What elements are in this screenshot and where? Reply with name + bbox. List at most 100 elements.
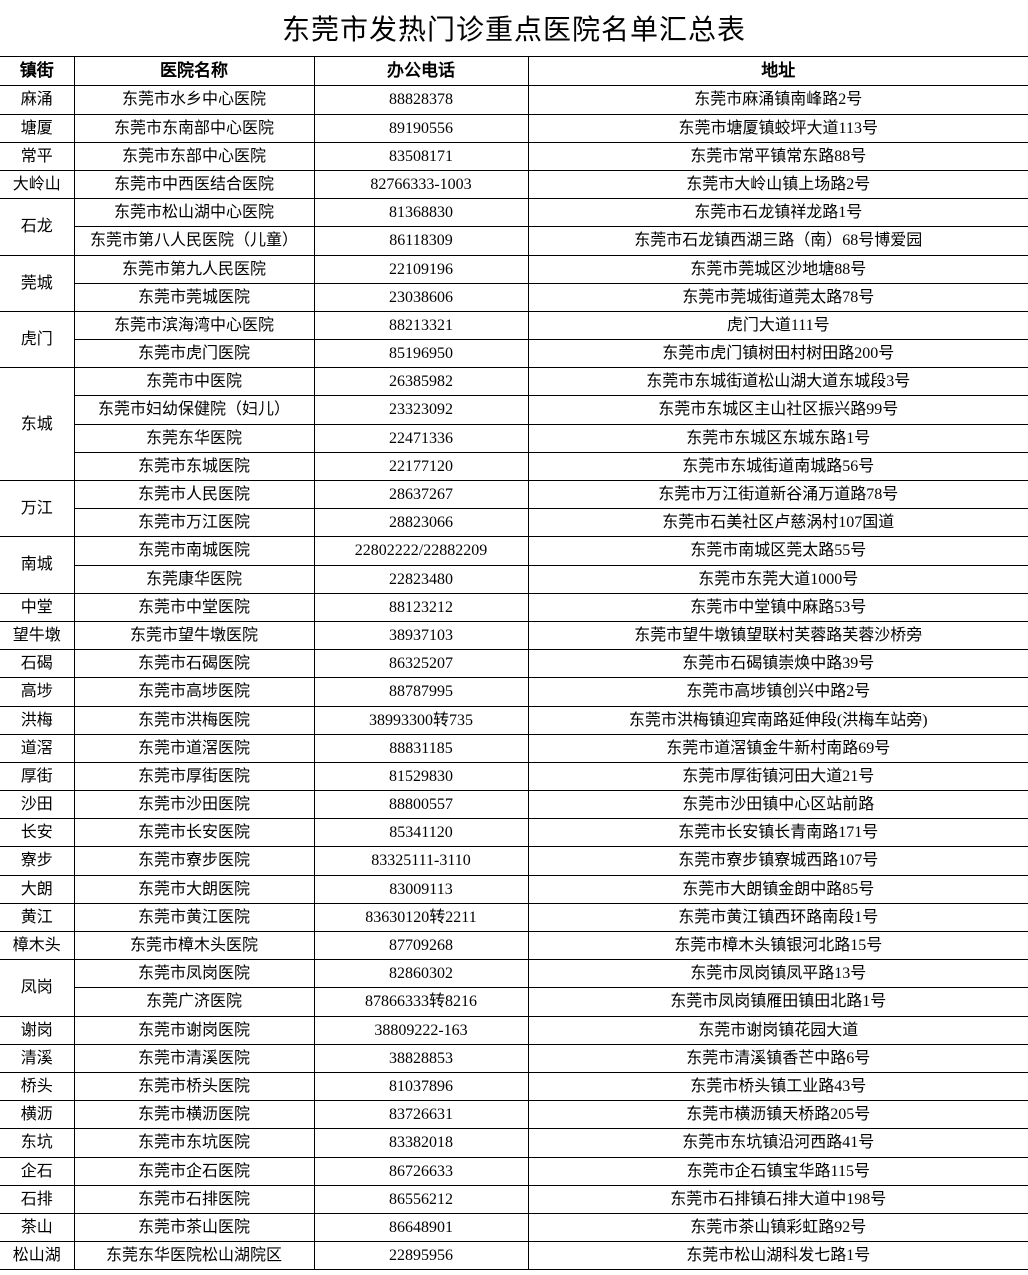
table-row: 南城东莞市南城医院22802222/22882209东莞市南城区莞太路55号 xyxy=(0,537,1028,565)
table-row: 麻涌东莞市水乡中心医院88828378东莞市麻涌镇南峰路2号 xyxy=(0,86,1028,114)
cell-phone: 28637267 xyxy=(314,481,528,509)
cell-phone: 88213321 xyxy=(314,311,528,339)
cell-hospital: 东莞市中堂医院 xyxy=(74,593,314,621)
table-row: 谢岗东莞市谢岗医院38809222-163东莞市谢岗镇花园大道 xyxy=(0,1016,1028,1044)
cell-hospital: 东莞市横沥医院 xyxy=(74,1101,314,1129)
cell-address: 东莞市东城街道松山湖大道东城段3号 xyxy=(528,368,1028,396)
cell-address: 东莞市南城区莞太路55号 xyxy=(528,537,1028,565)
cell-hospital: 东莞市东坑医院 xyxy=(74,1129,314,1157)
cell-address: 东莞市洪梅镇迎宾南路延伸段(洪梅车站旁) xyxy=(528,706,1028,734)
cell-hospital: 东莞东华医院 xyxy=(74,424,314,452)
cell-town: 长安 xyxy=(0,819,74,847)
cell-address: 东莞市石排镇石排大道中198号 xyxy=(528,1185,1028,1213)
table-row: 虎门东莞市滨海湾中心医院88213321虎门大道111号 xyxy=(0,311,1028,339)
cell-address: 东莞市常平镇常东路88号 xyxy=(528,142,1028,170)
table-row: 大岭山东莞市中西医结合医院82766333-1003东莞市大岭山镇上场路2号 xyxy=(0,170,1028,198)
cell-town: 高埗 xyxy=(0,678,74,706)
cell-phone: 86118309 xyxy=(314,227,528,255)
cell-hospital: 东莞市水乡中心医院 xyxy=(74,86,314,114)
cell-address: 东莞市黄江镇西环路南段1号 xyxy=(528,903,1028,931)
cell-phone: 38828853 xyxy=(314,1044,528,1072)
cell-phone: 86648901 xyxy=(314,1213,528,1241)
cell-town: 清溪 xyxy=(0,1044,74,1072)
cell-town: 常平 xyxy=(0,142,74,170)
cell-phone: 81529830 xyxy=(314,762,528,790)
cell-address: 东莞市万江街道新谷涌万道路78号 xyxy=(528,481,1028,509)
cell-phone: 81037896 xyxy=(314,1072,528,1100)
cell-phone: 22177120 xyxy=(314,452,528,480)
cell-address: 东莞市莞城街道莞太路78号 xyxy=(528,283,1028,311)
table-row: 石排东莞市石排医院86556212东莞市石排镇石排大道中198号 xyxy=(0,1185,1028,1213)
cell-phone: 22823480 xyxy=(314,565,528,593)
cell-hospital: 东莞东华医院松山湖院区 xyxy=(74,1242,314,1270)
cell-hospital: 东莞市石碣医院 xyxy=(74,650,314,678)
cell-phone: 85196950 xyxy=(314,340,528,368)
cell-address: 东莞市东坑镇沿河西路41号 xyxy=(528,1129,1028,1157)
cell-town: 洪梅 xyxy=(0,706,74,734)
cell-address: 东莞市谢岗镇花园大道 xyxy=(528,1016,1028,1044)
cell-hospital: 东莞市厚街医院 xyxy=(74,762,314,790)
cell-phone: 86556212 xyxy=(314,1185,528,1213)
cell-hospital: 东莞市滨海湾中心医院 xyxy=(74,311,314,339)
cell-hospital: 东莞市茶山医院 xyxy=(74,1213,314,1241)
cell-phone: 85341120 xyxy=(314,819,528,847)
table-row: 洪梅东莞市洪梅医院38993300转735东莞市洪梅镇迎宾南路延伸段(洪梅车站旁… xyxy=(0,706,1028,734)
table-row: 东莞市妇幼保健院（妇儿）23323092东莞市东城区主山社区振兴路99号 xyxy=(0,396,1028,424)
table-row: 东莞市莞城医院23038606东莞市莞城街道莞太路78号 xyxy=(0,283,1028,311)
table-row: 东莞市万江医院28823066东莞市石美社区卢慈涡村107国道 xyxy=(0,509,1028,537)
cell-hospital: 东莞市中医院 xyxy=(74,368,314,396)
cell-phone: 81368830 xyxy=(314,199,528,227)
cell-town: 凤岗 xyxy=(0,960,74,1016)
cell-town: 黄江 xyxy=(0,903,74,931)
cell-town: 东城 xyxy=(0,368,74,481)
table-row: 东莞市第八人民医院（儿童）86118309东莞市石龙镇西湖三路（南）68号博爱园 xyxy=(0,227,1028,255)
cell-hospital: 东莞市东南部中心医院 xyxy=(74,114,314,142)
table-row: 横沥东莞市横沥医院83726631东莞市横沥镇天桥路205号 xyxy=(0,1101,1028,1129)
cell-address: 东莞市石美社区卢慈涡村107国道 xyxy=(528,509,1028,537)
cell-hospital: 东莞市望牛墩医院 xyxy=(74,621,314,649)
cell-town: 南城 xyxy=(0,537,74,593)
table-row: 东莞康华医院22823480东莞市东莞大道1000号 xyxy=(0,565,1028,593)
cell-phone: 22471336 xyxy=(314,424,528,452)
cell-address: 东莞市莞城区沙地塘88号 xyxy=(528,255,1028,283)
cell-address: 东莞市望牛墩镇望联村芙蓉路芙蓉沙桥旁 xyxy=(528,621,1028,649)
cell-address: 东莞市塘厦镇蛟坪大道113号 xyxy=(528,114,1028,142)
cell-town: 虎门 xyxy=(0,311,74,367)
hospital-table: 镇街 医院名称 办公电话 地址 麻涌东莞市水乡中心医院88828378东莞市麻涌… xyxy=(0,57,1028,1270)
cell-address: 东莞市东莞大道1000号 xyxy=(528,565,1028,593)
cell-town: 沙田 xyxy=(0,791,74,819)
header-hospital: 医院名称 xyxy=(74,57,314,86)
table-row: 清溪东莞市清溪医院38828853东莞市清溪镇香芒中路6号 xyxy=(0,1044,1028,1072)
cell-address: 东莞市凤岗镇雁田镇田北路1号 xyxy=(528,988,1028,1016)
cell-phone: 82766333-1003 xyxy=(314,170,528,198)
cell-town: 中堂 xyxy=(0,593,74,621)
cell-address: 东莞市大朗镇金朗中路85号 xyxy=(528,875,1028,903)
cell-address: 东莞市东城区东城东路1号 xyxy=(528,424,1028,452)
cell-hospital: 东莞市莞城医院 xyxy=(74,283,314,311)
cell-address: 东莞市寮步镇寮城西路107号 xyxy=(528,847,1028,875)
cell-hospital: 东莞市黄江医院 xyxy=(74,903,314,931)
cell-town: 桥头 xyxy=(0,1072,74,1100)
table-header-row: 镇街 医院名称 办公电话 地址 xyxy=(0,57,1028,86)
table-row: 石碣东莞市石碣医院86325207东莞市石碣镇崇焕中路39号 xyxy=(0,650,1028,678)
cell-phone: 38809222-163 xyxy=(314,1016,528,1044)
cell-hospital: 东莞市清溪医院 xyxy=(74,1044,314,1072)
cell-address: 东莞市茶山镇彩虹路92号 xyxy=(528,1213,1028,1241)
table-row: 东城东莞市中医院26385982东莞市东城街道松山湖大道东城段3号 xyxy=(0,368,1028,396)
table-row: 东莞东华医院22471336东莞市东城区东城东路1号 xyxy=(0,424,1028,452)
cell-town: 茶山 xyxy=(0,1213,74,1241)
cell-phone: 88831185 xyxy=(314,734,528,762)
cell-address: 东莞市中堂镇中麻路53号 xyxy=(528,593,1028,621)
cell-town: 东坑 xyxy=(0,1129,74,1157)
cell-address: 东莞市大岭山镇上场路2号 xyxy=(528,170,1028,198)
table-row: 道滘东莞市道滘医院88831185东莞市道滘镇金牛新村南路69号 xyxy=(0,734,1028,762)
cell-town: 石龙 xyxy=(0,199,74,255)
cell-town: 大朗 xyxy=(0,875,74,903)
cell-hospital: 东莞市人民医院 xyxy=(74,481,314,509)
cell-address: 虎门大道111号 xyxy=(528,311,1028,339)
cell-hospital: 东莞广济医院 xyxy=(74,988,314,1016)
table-row: 寮步东莞市寮步医院83325111-3110东莞市寮步镇寮城西路107号 xyxy=(0,847,1028,875)
cell-phone: 88123212 xyxy=(314,593,528,621)
cell-town: 谢岗 xyxy=(0,1016,74,1044)
cell-phone: 23323092 xyxy=(314,396,528,424)
